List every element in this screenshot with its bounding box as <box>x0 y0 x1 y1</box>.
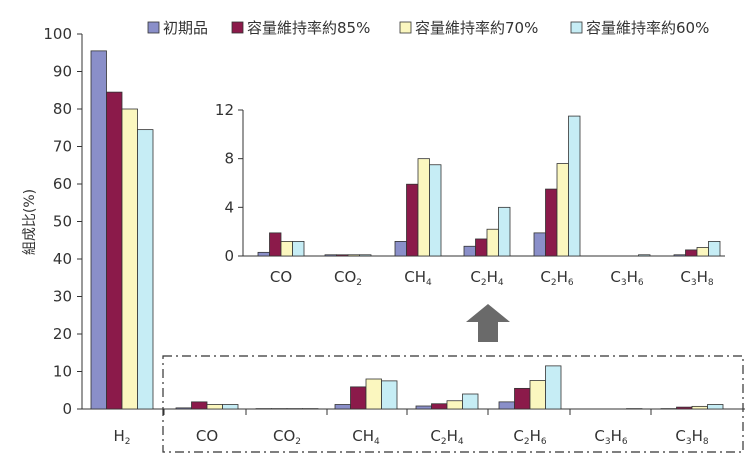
bar-2-5 <box>529 380 546 410</box>
inset-bar-3-4 <box>568 115 581 257</box>
inset-bar-2-4 <box>556 163 569 257</box>
legend-label-3: 容量維持率約60% <box>586 19 709 37</box>
inset-bar-2-1 <box>347 254 360 257</box>
bar-1-0 <box>106 91 123 410</box>
inset-bar-3-5 <box>638 254 651 257</box>
bar-0-5 <box>498 401 515 410</box>
bar-0-1 <box>175 407 192 410</box>
inset-bar-3-2 <box>429 164 442 257</box>
inset-category-label: CH4 <box>404 268 432 288</box>
y-tick-label: 80 <box>53 100 72 118</box>
bar-1-4 <box>431 403 448 410</box>
bar-3-7 <box>707 404 724 410</box>
category-label: C3H8 <box>675 427 709 447</box>
y-tick-label: 60 <box>53 175 72 193</box>
y-tick-label: 20 <box>53 325 72 343</box>
inset-category-label: C3H6 <box>610 268 644 288</box>
inset-bars <box>257 115 721 257</box>
inset-bar-1-0 <box>269 232 282 257</box>
inset-bar-1-3 <box>475 238 488 257</box>
category-label: CO <box>196 427 218 445</box>
category-label: CH4 <box>352 427 380 447</box>
legend-swatch-3 <box>570 21 583 34</box>
category-label: C2H4 <box>430 427 464 447</box>
y-tick-label: 100 <box>43 25 72 43</box>
category-label: H2 <box>113 427 130 447</box>
bar-0-0 <box>90 50 107 410</box>
up-arrow-shape <box>466 304 510 342</box>
bar-2-3 <box>365 378 382 410</box>
bar-2-1 <box>206 404 223 410</box>
inset-y-tick-label: 12 <box>215 101 234 119</box>
bar-2-7 <box>691 405 708 410</box>
legend-swatch-0 <box>147 21 160 34</box>
y-tick-label: 50 <box>53 213 72 231</box>
y-tick-label: 70 <box>53 138 72 156</box>
inset-category-label: CO2 <box>334 268 362 288</box>
zoom-arrow-icon <box>466 304 510 342</box>
zoom-region-box <box>162 355 744 453</box>
inset-bar-0-6 <box>673 254 686 257</box>
main-bars <box>90 50 724 410</box>
bar-2-4 <box>446 400 463 410</box>
inset-bar-1-6 <box>685 249 698 257</box>
y-axis-label: 組成比(%) <box>22 189 38 255</box>
category-label: C2H6 <box>513 427 547 447</box>
y-tick-label: 0 <box>62 400 72 418</box>
inset-category-label: C2H6 <box>540 268 574 288</box>
y-tick-label: 10 <box>53 363 72 381</box>
inset-y-tick-label: 8 <box>224 150 234 168</box>
bar-3-3 <box>381 380 398 410</box>
bar-3-0 <box>137 129 154 410</box>
inset-y-tick-label: 4 <box>224 198 234 216</box>
bar-1-3 <box>350 386 367 410</box>
bar-2-0 <box>121 108 138 410</box>
legend-label-0: 初期品 <box>163 19 208 37</box>
y-tick-label: 30 <box>53 288 72 306</box>
bar-3-4 <box>462 393 479 410</box>
y-tick-label: 40 <box>53 250 72 268</box>
inset-category-labels: CO CO2 CH4 C2H4 C2H6 C3H6 C3H8 <box>270 268 714 288</box>
bar-3-5 <box>545 365 562 410</box>
legend-swatch-1 <box>231 21 244 34</box>
bar-0-4 <box>415 405 432 410</box>
inset-bar-1-4 <box>545 188 558 257</box>
inset-bar-3-1 <box>359 254 372 257</box>
inset-bar-3-6 <box>708 240 721 257</box>
inset-y-tick-label: 0 <box>224 247 234 265</box>
inset-bar-0-1 <box>324 254 337 257</box>
legend: 初期品 容量維持率約85% 容量維持率約70% 容量維持率約60% <box>147 19 709 37</box>
bar-1-7 <box>676 406 693 410</box>
inset-category-label: C2H4 <box>470 268 504 288</box>
bar-0-3 <box>334 404 351 410</box>
legend-swatch-2 <box>399 21 412 34</box>
main-category-labels: H2 CO CO2 CH4 C2H4 C2H6 C3H6 C3H8 <box>113 427 708 447</box>
inset-bar-0-0 <box>257 251 270 257</box>
inset-bar-2-2 <box>417 158 430 257</box>
legend-label-2: 容量維持率約70% <box>415 19 538 37</box>
inset-bar-3-0 <box>292 240 305 257</box>
bar-1-1 <box>191 401 208 410</box>
inset-bar-2-6 <box>696 247 709 257</box>
bar-1-5 <box>514 387 531 410</box>
category-label: C3H6 <box>594 427 628 447</box>
zoom-box-outline <box>162 355 744 453</box>
inset-bar-3-3 <box>498 206 511 257</box>
legend-label-1: 容量維持率約85% <box>247 19 370 37</box>
bar-3-1 <box>222 404 239 410</box>
inset-bar-2-3 <box>486 228 499 257</box>
inset-bar-2-0 <box>280 240 293 257</box>
inset-bar-0-3 <box>463 245 476 257</box>
category-label: CO2 <box>273 427 301 447</box>
inset-bar-1-1 <box>336 254 349 257</box>
inset-bar-0-4 <box>533 232 546 257</box>
inset-bar-1-2 <box>406 183 419 257</box>
inset-category-label: CO <box>270 268 292 286</box>
inset-bar-0-2 <box>394 240 407 257</box>
y-tick-label: 90 <box>53 63 72 81</box>
inset-category-label: C3H8 <box>680 268 714 288</box>
